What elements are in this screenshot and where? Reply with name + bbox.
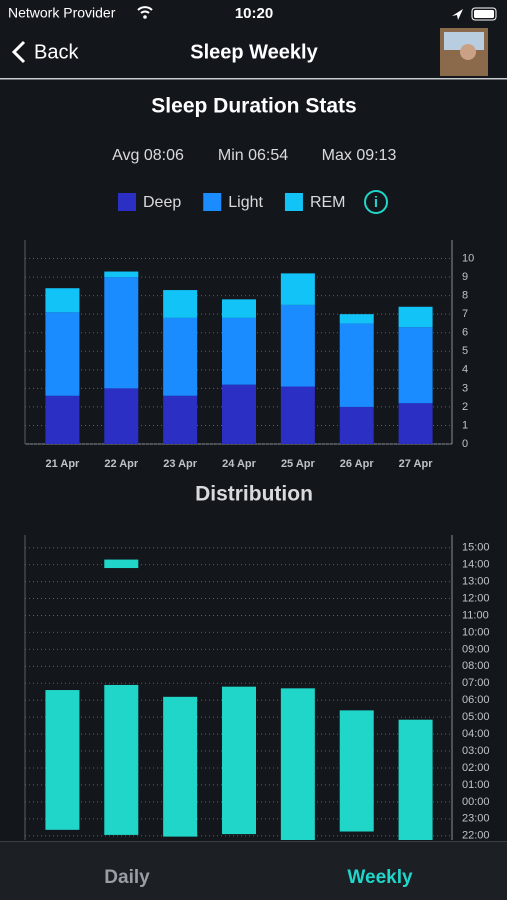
y-tick-label: 5 [462,345,468,357]
bar-segment [45,288,80,313]
bar-segment [45,312,80,396]
y-tick-label: 14:00 [462,559,490,571]
bar-segment [222,299,256,318]
avatar-face [460,44,476,60]
legend-label: Deep [143,194,181,211]
chart-title: Distribution [195,483,313,506]
bars [45,559,433,840]
y-tick-label: 01:00 [462,779,490,791]
bar-segment [280,386,315,444]
y-tick-label: 1 [462,419,468,431]
tab-bar [0,842,507,900]
y-tick-label: 07:00 [462,677,490,689]
info-glyph: i [374,194,378,211]
carrier: Network Provider [8,5,116,21]
nav-title: Sleep Weekly [190,41,318,63]
y-tick-label: 4 [462,364,468,376]
bar-segment [339,406,374,444]
x-tick-label: 26 Apr [340,458,375,470]
y-tick-label: 6 [462,327,468,339]
sleep-range [398,719,433,840]
back-chevron[interactable] [11,40,26,64]
y-tick-label: 03:00 [462,745,490,757]
y-tick-label: 05:00 [462,711,490,723]
bar-segment [398,403,433,444]
tab-daily[interactable]: Daily [104,867,150,888]
sleep-range [45,690,80,830]
y-tick-label: 04:00 [462,728,490,740]
y-tick-label: 10 [462,252,474,264]
section-title: Sleep Duration Stats [151,95,356,118]
stat-max: Max 09:13 [322,147,397,164]
y-tick-label: 22:00 [462,830,490,842]
legend-label: Light [228,194,263,211]
y-tick-label: 06:00 [462,694,490,706]
stat-min: Min 06:54 [218,147,288,164]
x-tick-label: 23 Apr [163,458,198,470]
bar-segment [104,271,139,278]
x-tick-label: 21 Apr [46,458,81,470]
clock: 10:20 [235,5,273,22]
bar-segment [163,395,198,444]
bar-segment [339,314,374,324]
y-tick-label: 11:00 [462,609,489,621]
bar-segment [104,277,139,389]
tab-divider [0,841,507,842]
bar-segment [280,304,315,387]
info-icon[interactable] [364,190,388,214]
y-tick-label: 23:00 [462,813,490,825]
x-tick-label: 24 Apr [222,458,257,470]
wifi-dot [143,15,147,19]
tab-weekly[interactable]: Weekly [347,867,413,888]
y-tick-label: 00:00 [462,796,490,808]
sleep-range [222,686,256,835]
bar-segment [398,306,433,328]
nav-divider [0,78,507,80]
y-tick-label: 13:00 [462,576,490,588]
y-tick-label: 02:00 [462,762,490,774]
x-tick-label: 27 Apr [399,458,434,470]
y-tick-label: 09:00 [462,643,490,655]
avatar-bg [444,32,484,50]
bar-segment [222,384,256,444]
y-tick-label: 9 [462,271,468,283]
y-tick-label: 7 [462,308,468,320]
sleep-range [104,684,139,835]
legend-label: REM [310,194,346,211]
bar-segment [222,317,256,385]
y-tick-label: 10:00 [462,626,490,638]
y-tick-label: 12:00 [462,592,490,604]
sleep-range [104,559,139,569]
sleep-range [339,710,374,832]
sleep-range [280,688,315,840]
y-tick-label: 8 [462,290,468,302]
y-tick-label: 08:00 [462,660,490,672]
battery [471,7,497,21]
x-tick-label: 25 Apr [281,458,316,470]
bar-segment [104,388,139,444]
y-tick-label: 2 [462,401,468,413]
bar-segment [45,395,80,444]
x-tick-label: 22 Apr [104,458,139,470]
stat-avg: Avg 08:06 [112,147,184,164]
bar-segment [398,327,433,404]
y-tick-label: 0 [462,438,468,450]
legend-swatch [118,193,136,211]
bar-segment [339,323,374,407]
sleep-range [163,696,198,837]
location-icon [452,9,463,20]
bar-segment [163,290,198,318]
battery-level [474,10,494,18]
back-button[interactable]: Back [34,41,79,63]
bar-segment [280,273,315,305]
legend-swatch [203,193,222,211]
y-tick-label: 3 [462,382,468,394]
legend-swatch [284,193,303,211]
y-tick-label: 15:00 [462,542,490,554]
wifi-icon [137,6,153,14]
bar-segment [163,317,198,396]
